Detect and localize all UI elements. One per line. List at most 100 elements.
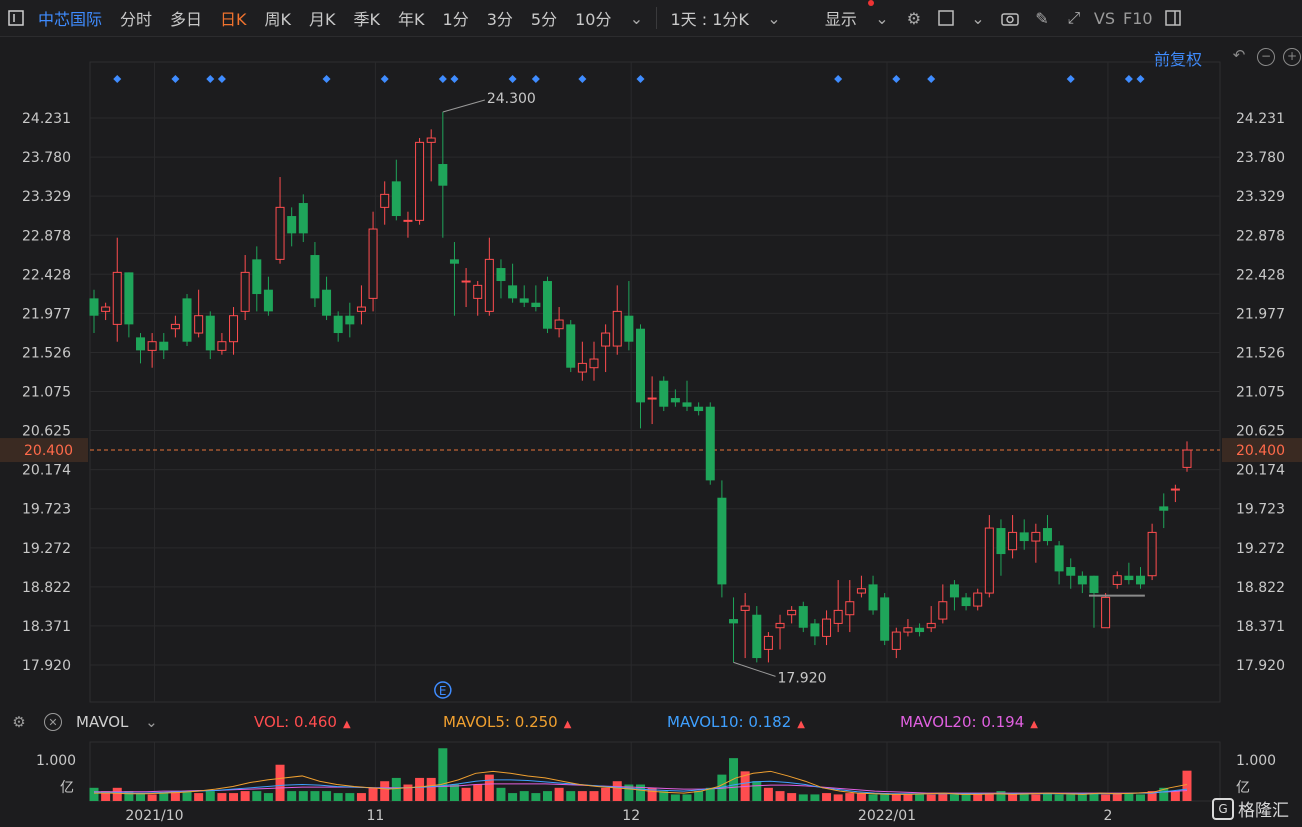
candle-body xyxy=(1101,596,1111,629)
chevron-down-icon[interactable]: ⌄ xyxy=(875,8,889,28)
volume-bar xyxy=(915,794,925,801)
tab-5min[interactable]: 5分 xyxy=(530,10,558,29)
tab-monthly-k[interactable]: 月K xyxy=(309,10,336,29)
adjust-mode[interactable]: 前复权 xyxy=(1154,50,1203,69)
y-tick-label-left: 18.371 xyxy=(22,619,71,635)
tab-weekly-k[interactable]: 周K xyxy=(264,10,292,29)
candle-body xyxy=(1089,575,1099,594)
event-marker xyxy=(217,75,226,83)
candle-body xyxy=(938,601,948,620)
y-tick-label-left: 19.723 xyxy=(22,502,71,518)
candle-body xyxy=(589,358,599,369)
pencil-icon[interactable]: ✎ xyxy=(1035,8,1049,28)
watermark-logo: G 格隆汇 xyxy=(1212,796,1289,821)
tab-quarterly-k[interactable]: 季K xyxy=(353,10,381,29)
y-tick-label-left: 21.075 xyxy=(22,385,71,401)
candle-body xyxy=(961,597,971,607)
candle-body xyxy=(345,315,355,325)
candle-body xyxy=(1170,488,1180,491)
tab-10min[interactable]: 10分 xyxy=(575,10,612,29)
volume-bar xyxy=(1066,794,1076,801)
candle-body xyxy=(1031,531,1041,542)
candle-body xyxy=(415,141,425,221)
tab-multi-day[interactable]: 多日 xyxy=(170,10,203,29)
y-tick-label-right: 21.075 xyxy=(1236,385,1285,401)
gear-icon[interactable]: ⚙ xyxy=(906,8,922,28)
y-tick-label-left: 21.526 xyxy=(22,345,71,361)
sidebar-toggle-icon[interactable] xyxy=(6,8,26,28)
event-marker xyxy=(206,75,215,83)
volume-bar xyxy=(647,787,657,801)
y-tick-label-right: 21.526 xyxy=(1236,345,1285,361)
close-icon[interactable]: ✕ xyxy=(44,713,62,731)
y-tick-label-right: 22.428 xyxy=(1236,267,1285,283)
chevron-down-icon[interactable]: ⌄ xyxy=(767,8,781,28)
volume-bar xyxy=(287,791,297,801)
volume-bar xyxy=(1182,770,1192,801)
vs-button[interactable]: VS xyxy=(1093,8,1116,28)
zoom-in-icon[interactable]: + xyxy=(1283,48,1301,66)
volume-bar xyxy=(159,793,169,801)
y-tick-label-right: 20.625 xyxy=(1236,424,1285,440)
x-tick-label: 11 xyxy=(366,808,384,824)
candle-body xyxy=(438,164,448,186)
volume-bar xyxy=(670,794,680,801)
volume-bar xyxy=(880,793,890,801)
volume-bar xyxy=(298,791,308,801)
volume-bar xyxy=(845,793,855,801)
period-select[interactable]: 1天 : 1分K xyxy=(670,10,749,29)
square-select-icon[interactable] xyxy=(936,8,956,28)
chevron-down-icon[interactable]: ⌄ xyxy=(629,8,644,28)
candle-body xyxy=(810,623,820,637)
volume-bar xyxy=(519,791,529,801)
indicator-name[interactable]: MAVOL xyxy=(76,713,129,731)
tab-daily-k[interactable]: 日K xyxy=(220,10,247,29)
volume-bar xyxy=(1147,791,1157,801)
candle-body xyxy=(159,341,169,351)
candle-body xyxy=(833,609,843,624)
camera-icon[interactable] xyxy=(1000,8,1020,28)
low-label-leader xyxy=(733,661,776,677)
volume-bar xyxy=(426,777,436,801)
volume-bar xyxy=(473,784,483,801)
candle-body xyxy=(182,298,192,342)
candle-body xyxy=(217,341,227,351)
candle-body xyxy=(670,398,680,403)
volume-bar xyxy=(891,794,901,801)
y-tick-label-left: 20.625 xyxy=(22,424,71,440)
f10-button[interactable]: F10 xyxy=(1123,8,1153,28)
candle-body xyxy=(1112,575,1122,585)
volume-bar xyxy=(938,793,948,801)
fullscreen-icon[interactable]: ⤢ xyxy=(1067,8,1081,27)
volume-bar xyxy=(810,794,820,801)
zoom-out-icon[interactable]: − xyxy=(1257,48,1275,66)
volume-bar xyxy=(275,764,285,801)
mavol20-value: MAVOL20: 0.194 ▲ xyxy=(900,713,1038,731)
candle-body xyxy=(1182,449,1192,468)
gear-icon[interactable]: ⚙ xyxy=(12,713,26,731)
tab-yearly-k[interactable]: 年K xyxy=(398,10,425,29)
tab-1min[interactable]: 1分 xyxy=(442,10,469,29)
tab-3min[interactable]: 3分 xyxy=(486,10,513,29)
volume-bar xyxy=(1135,794,1145,801)
volume-bar xyxy=(903,794,913,801)
event-marker xyxy=(927,75,936,83)
kline-chart[interactable]: 24.231 24.231 23.780 23.780 23.329 23.329 22.8… xyxy=(0,36,1302,827)
candle-body xyxy=(1008,531,1018,551)
chart-toolbar: 中芯国际 分时 多日 日K 周K 月K 季K 年K 1分 3分 5分 10分 ⌄… xyxy=(0,0,1302,37)
candle-body xyxy=(1147,531,1157,577)
stock-name[interactable]: 中芯国际 xyxy=(38,10,103,29)
display-menu[interactable]: 显示 xyxy=(824,10,857,29)
undo-icon[interactable]: ↶ xyxy=(1232,46,1246,64)
volume-bar xyxy=(1101,794,1111,801)
y-tick-label-right: 23.780 xyxy=(1236,150,1285,166)
volume-bar xyxy=(89,787,99,801)
candle-body xyxy=(170,323,180,330)
chevron-down-icon[interactable]: ⌄ xyxy=(971,8,985,28)
tab-intraday[interactable]: 分时 xyxy=(120,10,153,29)
chevron-down-icon[interactable]: ⌄ xyxy=(145,713,158,731)
event-marker xyxy=(834,75,843,83)
panel-toggle-icon[interactable] xyxy=(1163,8,1183,28)
high-price-label: 24.300 xyxy=(487,91,536,107)
candle-body xyxy=(275,206,285,260)
